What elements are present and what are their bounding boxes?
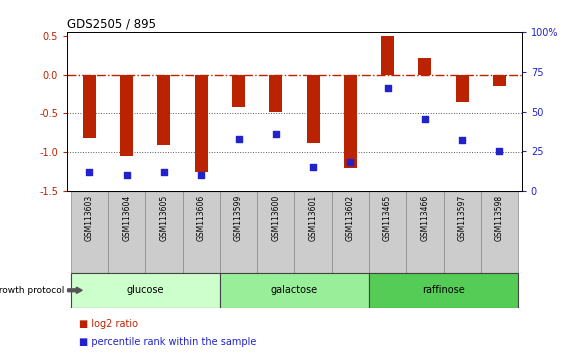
Text: GSM113598: GSM113598 <box>495 195 504 241</box>
Text: ■ percentile rank within the sample: ■ percentile rank within the sample <box>79 337 256 348</box>
Point <box>85 169 94 175</box>
Bar <box>232 75 245 107</box>
Bar <box>157 75 170 144</box>
Text: GSM113466: GSM113466 <box>420 195 429 241</box>
Text: GSM113601: GSM113601 <box>308 195 318 241</box>
Text: GSM113465: GSM113465 <box>383 195 392 241</box>
Bar <box>481 191 518 273</box>
Point <box>159 169 168 175</box>
Point <box>383 85 392 90</box>
Bar <box>71 273 220 308</box>
Text: GSM113603: GSM113603 <box>85 195 94 241</box>
Point <box>458 137 467 143</box>
Text: GDS2505 / 895: GDS2505 / 895 <box>67 18 156 31</box>
Bar <box>456 75 469 102</box>
Point <box>420 116 430 122</box>
Point <box>308 164 318 170</box>
Point <box>122 172 131 178</box>
Bar <box>220 273 369 308</box>
Text: GSM113599: GSM113599 <box>234 195 243 241</box>
Point <box>271 131 280 137</box>
Bar <box>419 57 431 75</box>
Text: raffinose: raffinose <box>422 285 465 295</box>
Bar <box>145 191 182 273</box>
Text: galactose: galactose <box>271 285 318 295</box>
Text: GSM113597: GSM113597 <box>458 195 466 241</box>
Bar <box>220 191 257 273</box>
Text: GSM113606: GSM113606 <box>196 195 206 241</box>
Text: GSM113602: GSM113602 <box>346 195 355 241</box>
Bar <box>344 75 357 168</box>
Bar <box>406 191 444 273</box>
Bar <box>381 36 394 75</box>
Bar <box>182 191 220 273</box>
Text: GSM113604: GSM113604 <box>122 195 131 241</box>
Bar <box>332 191 369 273</box>
Bar <box>269 75 282 112</box>
Bar <box>307 75 319 143</box>
Point <box>234 136 243 141</box>
Bar <box>71 191 108 273</box>
Point <box>196 172 206 178</box>
Bar <box>257 191 294 273</box>
Text: glucose: glucose <box>127 285 164 295</box>
Bar <box>294 191 332 273</box>
Bar <box>369 191 406 273</box>
Bar <box>108 191 145 273</box>
Bar <box>120 75 133 156</box>
Text: growth protocol: growth protocol <box>0 286 64 295</box>
Bar <box>444 191 481 273</box>
Bar <box>83 75 96 138</box>
Point <box>346 160 355 165</box>
Bar <box>195 75 208 172</box>
Text: GSM113600: GSM113600 <box>271 195 280 241</box>
Point <box>495 149 504 154</box>
Text: ■ log2 ratio: ■ log2 ratio <box>79 319 138 329</box>
Bar <box>493 75 506 86</box>
Text: GSM113605: GSM113605 <box>160 195 168 241</box>
Bar <box>369 273 518 308</box>
